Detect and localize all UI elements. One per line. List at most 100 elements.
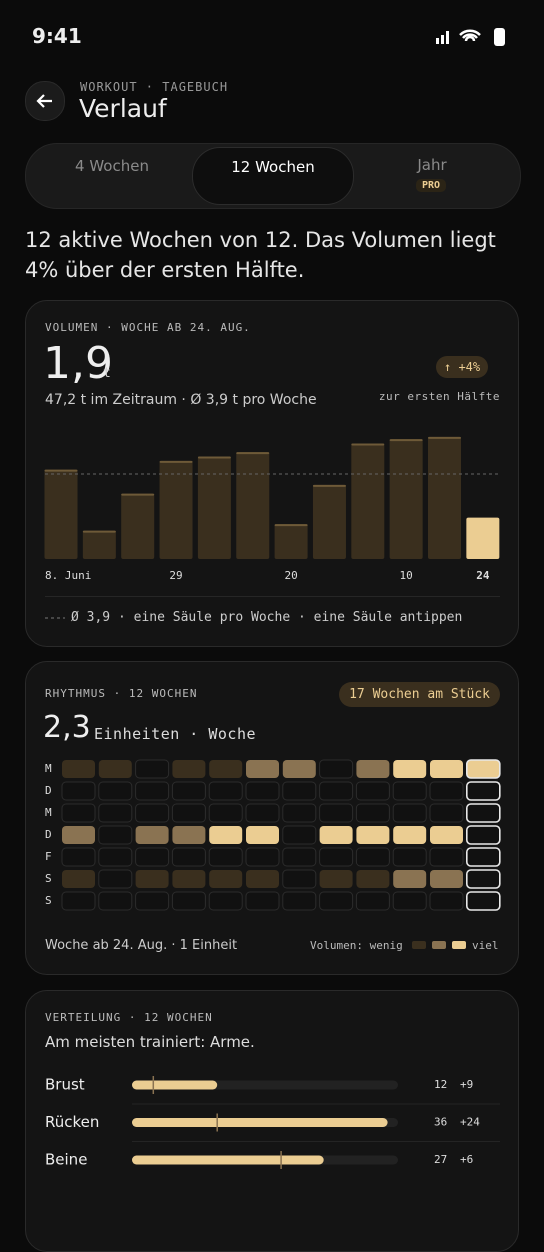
bar-cap	[389, 439, 423, 442]
legend-swatch	[432, 941, 446, 949]
x-tick-label: 20	[284, 569, 297, 582]
eyebrow: VOLUMEN · WOCHE AB 24. AUG.	[45, 321, 251, 334]
pro-badge: PRO	[416, 179, 447, 192]
bar	[236, 452, 270, 559]
bar-cap	[44, 469, 78, 472]
heat-cell	[209, 826, 243, 844]
bar	[351, 443, 385, 559]
heat-cell	[319, 803, 354, 823]
heat-cell	[98, 891, 133, 911]
heat-cell	[135, 847, 170, 867]
heat-cell	[282, 891, 317, 911]
tab[interactable]: 12 Wochen	[192, 147, 354, 205]
heat-cell	[465, 825, 501, 845]
muscle-change: +9	[460, 1078, 473, 1091]
bar-cap	[159, 460, 193, 463]
heat-cell	[135, 781, 170, 801]
heat-cell	[246, 826, 279, 844]
heat-cell	[319, 870, 353, 888]
rhythm-unit: Einheiten · Woche	[94, 725, 257, 743]
row-label: D	[45, 828, 52, 841]
page: 9:41 WORKOUT · TAGEBUCH Verlauf 4 Wochen…	[25, 24, 521, 1252]
status-icons	[436, 28, 505, 46]
bar	[82, 530, 116, 559]
heat-cell	[392, 781, 427, 801]
muscle-value: 27	[434, 1153, 447, 1166]
streak-badge: 17 Wochen am Stück	[339, 682, 500, 707]
x-tick-label: 29	[169, 569, 182, 582]
change-caption: zur ersten Hälfte	[378, 390, 500, 403]
bar	[466, 517, 500, 559]
heat-cell	[61, 781, 96, 801]
heat-cell	[282, 781, 317, 801]
heat-cell	[172, 826, 206, 844]
legend-label: Volumen: wenig	[310, 939, 403, 952]
bar-cap	[121, 493, 155, 496]
heat-cell	[61, 891, 96, 911]
heat-cell	[62, 760, 95, 778]
row-label: M	[45, 806, 52, 819]
legend-swatch	[452, 941, 466, 949]
heat-cell	[392, 891, 427, 911]
bar-cap	[312, 484, 346, 487]
bar-cap	[351, 443, 385, 446]
heat-cell	[355, 781, 390, 801]
x-tick-label: 10	[400, 569, 413, 582]
heat-cell	[356, 760, 390, 778]
heat-cell	[356, 870, 390, 888]
heat-cell	[430, 826, 463, 844]
rhythm-caption: Woche ab 24. Aug. · 1 Einheit	[45, 938, 238, 953]
bar	[389, 439, 423, 559]
heat-cell	[61, 847, 96, 867]
muscle-name: Rücken	[45, 1113, 99, 1131]
bar	[274, 524, 308, 559]
volume-detail: 47,2 t im Zeitraum · Ø 3,9 t pro Woche	[45, 392, 317, 408]
heat-cell	[245, 847, 280, 867]
heat-cell	[208, 891, 243, 911]
row-label: D	[45, 784, 52, 797]
legend-end: viel	[472, 939, 499, 952]
page-title: Verlauf	[79, 94, 167, 123]
heat-cell	[98, 781, 133, 801]
volume-footer: Ø 3,9 · eine Säule pro Woche · eine Säul…	[71, 610, 463, 625]
muscle-name: Brust	[45, 1076, 85, 1094]
heat-cell	[246, 870, 279, 888]
bar-cap	[236, 452, 270, 455]
heat-cell	[245, 781, 280, 801]
tab-label: 12 Wochen	[231, 158, 315, 176]
heat-cell	[208, 781, 243, 801]
heat-cell	[208, 803, 243, 823]
back-button[interactable]	[25, 81, 65, 121]
heat-cell	[172, 760, 206, 778]
row-label: S	[45, 894, 52, 907]
distribution-headline: Am meisten trainiert: Arme.	[45, 1033, 255, 1051]
heat-cell	[135, 870, 169, 888]
tab[interactable]: Jahr PRO	[352, 147, 512, 203]
heat-cell	[98, 825, 133, 845]
bar	[312, 484, 346, 559]
heat-cell	[355, 847, 390, 867]
heat-cell	[392, 847, 427, 867]
tab[interactable]: 4 Wochen	[32, 147, 192, 203]
volume-value: 1,9	[43, 338, 113, 389]
heat-cell	[465, 759, 501, 779]
heat-cell	[356, 826, 390, 844]
heat-cell	[282, 869, 317, 889]
heat-cell	[319, 847, 354, 867]
heat-cell	[465, 891, 501, 911]
heat-cell	[282, 847, 317, 867]
heat-cell	[98, 803, 133, 823]
heat-cell	[430, 760, 463, 778]
bar	[197, 456, 231, 559]
heat-cell	[172, 870, 206, 888]
heat-cell	[392, 803, 427, 823]
bar-cap	[274, 524, 308, 527]
change-badge: ↑ +4%	[436, 356, 489, 378]
bar	[428, 436, 461, 559]
heat-cell	[319, 781, 354, 801]
heat-cell	[319, 759, 354, 779]
eyebrow: WORKOUT · TAGEBUCH	[80, 80, 229, 94]
heat-cell	[282, 760, 316, 778]
muscle-value: 36	[434, 1116, 447, 1129]
